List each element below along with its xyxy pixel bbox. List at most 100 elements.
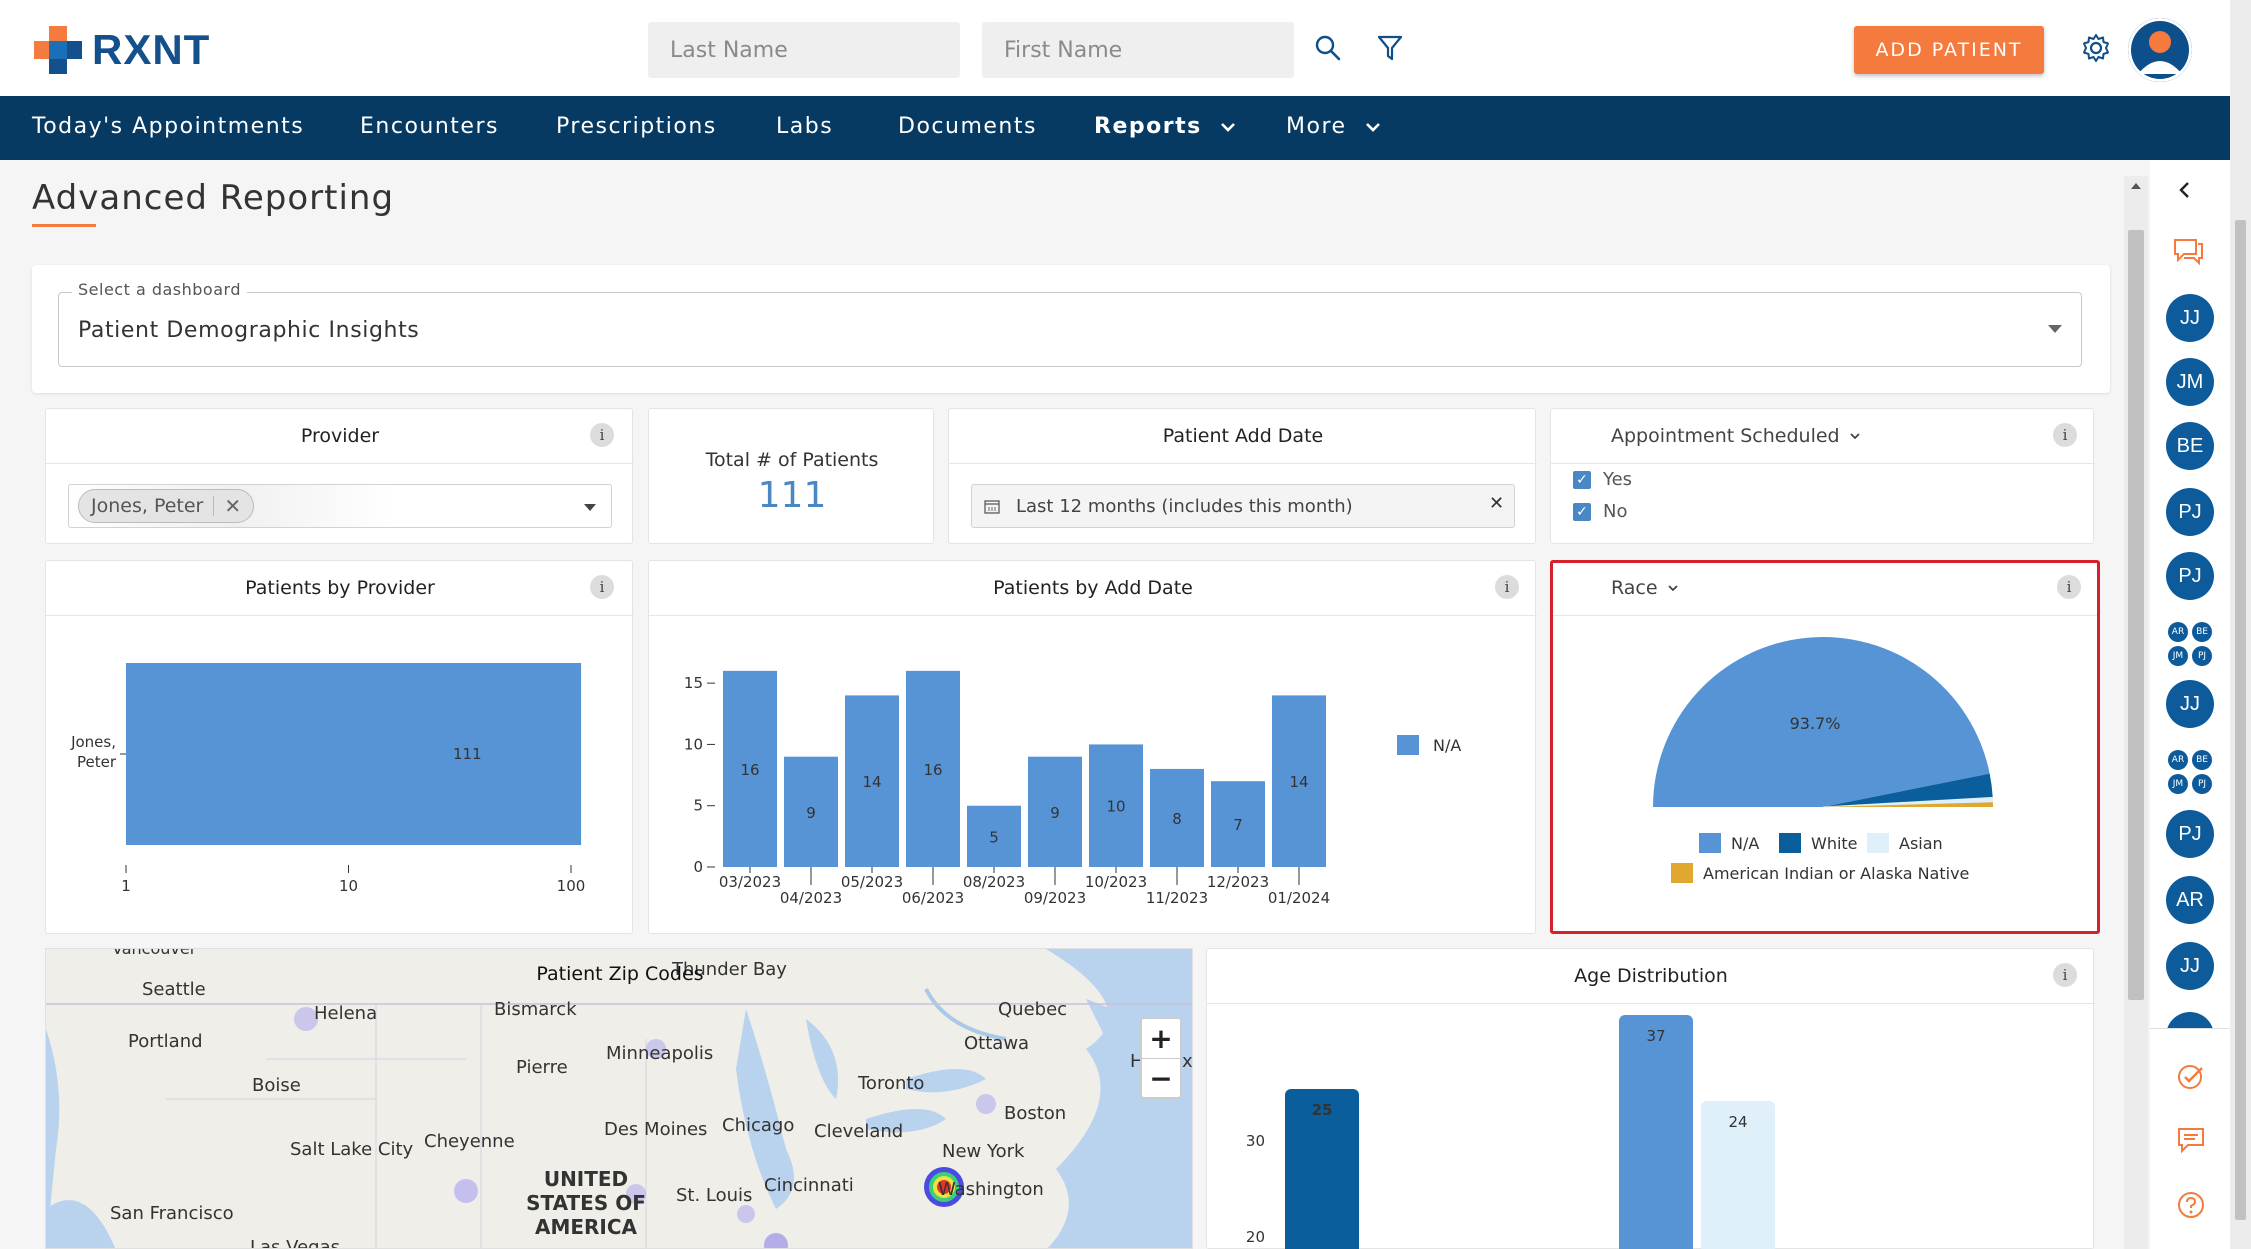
task-check-icon[interactable] bbox=[2176, 1062, 2206, 1092]
rail-avatar[interactable]: PJ bbox=[2166, 810, 2214, 858]
x-tick-label: 12/2023 bbox=[1207, 873, 1269, 891]
rail-avatar[interactable]: JJ bbox=[2166, 942, 2214, 990]
help-icon[interactable] bbox=[2176, 1190, 2206, 1220]
info-icon[interactable]: i bbox=[2053, 963, 2077, 987]
option-yes[interactable]: ✓ Yes bbox=[1573, 469, 1632, 490]
rail-avatar[interactable]: PJ bbox=[2166, 488, 2214, 536]
last-name-input[interactable] bbox=[648, 22, 960, 78]
divider bbox=[649, 615, 1537, 616]
dashboard-select[interactable] bbox=[58, 292, 2082, 367]
nav-documents[interactable]: Documents bbox=[898, 114, 1037, 139]
date-range-field[interactable]: Last 12 months (includes this month) bbox=[971, 484, 1515, 528]
bar bbox=[1211, 781, 1265, 867]
filter-icon[interactable] bbox=[1372, 30, 1408, 66]
chip-separator bbox=[213, 496, 215, 516]
rail-avatar[interactable]: JJ bbox=[2166, 294, 2214, 342]
rail-avatar[interactable]: JJ bbox=[2166, 680, 2214, 728]
legend-label: Asian bbox=[1899, 834, 1943, 853]
rxnt-logo[interactable]: RXNT bbox=[32, 24, 210, 76]
nav-todays-appointments[interactable]: Today's Appointments bbox=[32, 114, 304, 139]
mini-avatar: JM bbox=[2168, 646, 2188, 666]
map-city-label: Minneapolis bbox=[606, 1043, 714, 1064]
chevron-down-icon bbox=[1849, 433, 1860, 440]
info-icon[interactable]: i bbox=[1495, 575, 1519, 599]
option-no[interactable]: ✓ No bbox=[1573, 501, 1627, 522]
map-city-label: Las Vegas bbox=[250, 1237, 340, 1249]
map-city-label: Cleveland bbox=[814, 1121, 904, 1142]
nav-prescriptions[interactable]: Prescriptions bbox=[556, 114, 717, 139]
clear-icon[interactable]: ✕ bbox=[1489, 493, 1505, 514]
bar-value-label: 9 bbox=[806, 804, 816, 822]
bar-value-label: 111 bbox=[453, 745, 482, 763]
chip-remove-icon[interactable]: ✕ bbox=[224, 494, 242, 518]
bar bbox=[1701, 1101, 1775, 1249]
widget-title: Appointment Scheduled bbox=[1611, 425, 1840, 447]
mini-avatar: AR bbox=[2168, 622, 2188, 642]
nav-more[interactable]: More bbox=[1286, 114, 1383, 139]
nav-label: Reports bbox=[1094, 114, 1202, 139]
pie-slice-label: 93.7% bbox=[1790, 714, 1841, 733]
pie-slice bbox=[1823, 802, 1993, 807]
dropdown-arrow-icon[interactable] bbox=[2046, 322, 2064, 336]
divider bbox=[1207, 1003, 2095, 1004]
nav-labs[interactable]: Labs bbox=[776, 114, 833, 139]
rail-avatar-partial[interactable] bbox=[2166, 1012, 2214, 1028]
first-name-input[interactable] bbox=[982, 22, 1294, 78]
rail-avatar[interactable]: AR bbox=[2166, 876, 2214, 924]
divider bbox=[46, 463, 634, 464]
country-line: UNITED bbox=[543, 1167, 629, 1191]
divider bbox=[949, 463, 1537, 464]
pie-slice bbox=[1653, 637, 1990, 807]
mini-avatar: BE bbox=[2192, 750, 2212, 770]
user-avatar[interactable] bbox=[2128, 18, 2192, 82]
rail-avatar[interactable]: JM bbox=[2166, 358, 2214, 406]
main-scrollbar[interactable] bbox=[2124, 176, 2148, 1249]
info-icon[interactable]: i bbox=[590, 423, 614, 447]
zoom-out-button[interactable]: − bbox=[1149, 1061, 1173, 1095]
scrollbar-thumb[interactable] bbox=[2128, 230, 2144, 1000]
appointment-scheduled-dropdown[interactable]: Appointment Scheduled bbox=[1611, 425, 1862, 447]
bar-value-label: 8 bbox=[1172, 810, 1182, 828]
window-scrollbar[interactable] bbox=[2230, 0, 2251, 1249]
legend-label: American Indian or Alaska Native bbox=[1703, 864, 1969, 883]
info-icon[interactable]: i bbox=[590, 575, 614, 599]
nav-reports[interactable]: Reports bbox=[1094, 114, 1238, 139]
add-patient-button[interactable]: ADD PATIENT bbox=[1854, 26, 2044, 74]
rail-group-avatar[interactable]: AR BE JM PJ bbox=[2166, 620, 2214, 668]
info-icon[interactable]: i bbox=[2057, 575, 2081, 599]
chevron-left-icon[interactable] bbox=[2176, 180, 2194, 200]
bar bbox=[784, 756, 838, 867]
bar bbox=[1089, 744, 1143, 867]
checkbox-checked-icon[interactable]: ✓ bbox=[1573, 502, 1591, 521]
rail-group-avatar[interactable]: AR BE JM PJ bbox=[2166, 748, 2214, 796]
legend-swatch bbox=[1779, 833, 1801, 853]
scrollbar-thumb[interactable] bbox=[2235, 220, 2246, 1220]
app-header: RXNT ADD PATIENT bbox=[0, 0, 2230, 96]
patient-zip-codes-map[interactable]: Vancouver Thunder Bay Seattle Helena Bis… bbox=[45, 948, 1193, 1249]
rail-divider bbox=[2150, 1028, 2230, 1029]
scroll-up-arrow-icon[interactable] bbox=[2124, 176, 2148, 196]
total-patients-label: Total # of Patients bbox=[705, 449, 879, 471]
patients-by-add-date-widget: Patients by Add Date i 0 5 10 15 16 03/2023 9 0… bbox=[648, 560, 1537, 934]
zoom-in-button[interactable]: + bbox=[1142, 1019, 1180, 1059]
nav-label: Prescriptions bbox=[556, 114, 717, 139]
appointment-scheduled-widget: Appointment Scheduled i ✓ Yes ✓ No bbox=[1550, 408, 2095, 544]
dashboard-select-card bbox=[32, 265, 2110, 393]
rail-avatar[interactable]: PJ bbox=[2166, 552, 2214, 600]
y-tick-label: 20 bbox=[1246, 1228, 1265, 1246]
race-dropdown[interactable]: Race bbox=[1611, 577, 1680, 599]
legend-swatch bbox=[1671, 863, 1693, 883]
rxnt-cross-icon bbox=[34, 26, 82, 74]
info-icon[interactable]: i bbox=[2053, 423, 2077, 447]
checkbox-checked-icon[interactable]: ✓ bbox=[1573, 470, 1591, 489]
search-icon[interactable] bbox=[1310, 30, 1346, 66]
dropdown-arrow-icon[interactable] bbox=[582, 501, 598, 513]
bar bbox=[1150, 768, 1204, 867]
bar-value-label: 14 bbox=[862, 773, 881, 791]
gear-icon[interactable] bbox=[2076, 28, 2116, 68]
rail-avatar[interactable]: BE bbox=[2166, 422, 2214, 470]
map-city-label: Des Moines bbox=[604, 1119, 708, 1140]
nav-encounters[interactable]: Encounters bbox=[360, 114, 499, 139]
message-icon[interactable] bbox=[2176, 1126, 2206, 1154]
chat-bubbles-icon[interactable] bbox=[2172, 236, 2204, 266]
